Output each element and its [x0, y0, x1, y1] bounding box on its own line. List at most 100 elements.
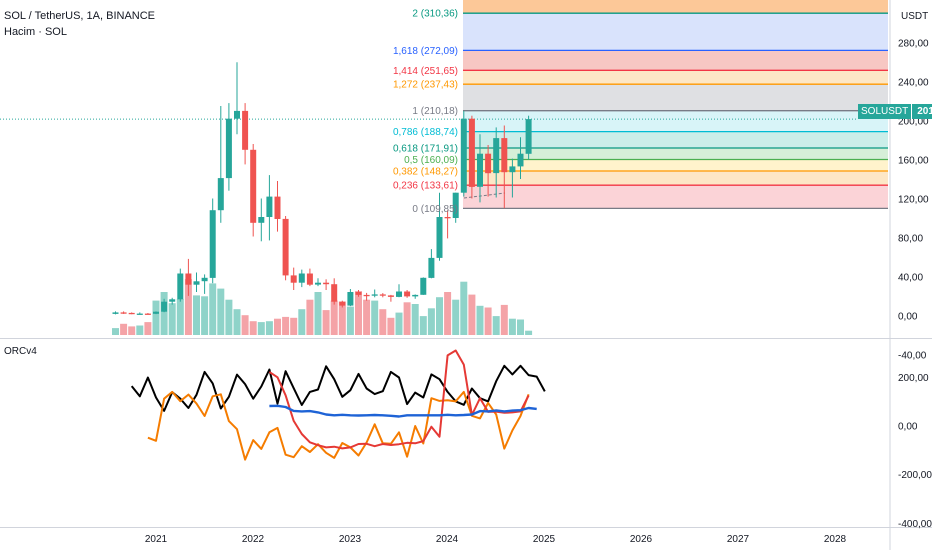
volume-bar — [403, 302, 411, 335]
fib-label-6: 1 (210,18) — [412, 106, 458, 117]
fib-label-8: 1,414 (251,65) — [393, 66, 458, 77]
volume-bar — [330, 300, 338, 335]
candle-body — [379, 294, 386, 296]
time-tick-label: 2028 — [824, 534, 847, 545]
volume-bar — [290, 317, 298, 335]
candle-body — [128, 312, 135, 315]
volume-bar — [468, 294, 476, 335]
symbol-title[interactable]: SOL / TetherUS, 1A, BINANCE — [4, 10, 156, 22]
candle — [331, 278, 338, 305]
volume-bar — [176, 298, 184, 335]
candle-body — [339, 301, 346, 306]
candle-body — [452, 192, 459, 218]
candle — [225, 103, 232, 191]
candle — [468, 115, 475, 199]
price-tick-label: 240,00 — [898, 78, 929, 89]
volume-bar — [508, 318, 516, 335]
candle-body — [468, 118, 475, 187]
volume-bar — [346, 306, 354, 335]
candle — [347, 289, 354, 307]
fibonacci-extension-tool[interactable] — [0, 0, 888, 210]
candle — [379, 293, 386, 298]
candle-body — [185, 273, 192, 285]
candle-body — [517, 153, 524, 167]
fib-zone-5 — [463, 110, 888, 132]
candle — [209, 198, 216, 284]
candle — [128, 312, 135, 315]
volume-legend[interactable]: Hacim · SOL — [4, 26, 67, 38]
candle — [452, 192, 459, 223]
candlestick-series[interactable] — [112, 62, 532, 315]
candle — [250, 144, 257, 237]
candle — [404, 290, 411, 298]
candle — [436, 192, 443, 261]
candle-body — [363, 294, 370, 297]
candle-body — [404, 291, 411, 297]
volume-bar — [436, 297, 443, 335]
candle-body — [485, 153, 492, 174]
candle — [485, 145, 492, 197]
candle-body — [501, 138, 508, 173]
candle-body — [144, 313, 151, 315]
candle-body — [234, 110, 240, 119]
candle-body — [217, 178, 224, 211]
volume-bar — [160, 292, 168, 335]
candle — [258, 198, 265, 242]
candle-body — [274, 196, 281, 219]
fib-zone-2 — [463, 159, 888, 171]
candle-body — [331, 284, 338, 302]
oscillator-line-3 — [269, 404, 537, 418]
fib-label-1: 0,236 (133,61) — [393, 181, 458, 192]
candle — [201, 274, 208, 294]
currency-label[interactable]: USDT — [901, 11, 929, 22]
volume-bar — [452, 299, 460, 335]
candle — [525, 115, 532, 160]
fib-zone-8 — [463, 50, 888, 71]
price-tick-label: 280,00 — [898, 39, 929, 50]
fib-label-3: 0,5 (160,09) — [404, 155, 458, 166]
candle-body — [493, 138, 500, 174]
candle-body — [250, 149, 257, 223]
candle-body — [371, 294, 378, 296]
volume-bar — [265, 321, 273, 335]
indicator-legend[interactable]: ORCv4 — [4, 346, 37, 357]
badge-price: 201,60 — [912, 104, 932, 119]
volume-bar — [395, 312, 403, 335]
orcv4-oscillator[interactable] — [130, 349, 546, 461]
candle-body — [315, 282, 321, 285]
candle — [161, 298, 168, 313]
candle-body — [525, 119, 532, 154]
candle-body — [509, 166, 516, 173]
candle — [298, 269, 305, 288]
volume-bar — [525, 330, 533, 335]
candle — [501, 125, 508, 209]
volume-bar — [306, 299, 314, 335]
volume-bar — [314, 292, 322, 335]
volume-bar — [387, 317, 395, 335]
candle-body — [153, 311, 159, 314]
time-tick-label: 2025 — [533, 534, 556, 545]
candle — [493, 127, 500, 198]
volume-bar — [209, 283, 217, 335]
oscillator-line-0 — [130, 364, 546, 412]
candle-body — [323, 282, 330, 285]
candle — [242, 103, 249, 165]
candle-body — [306, 273, 313, 285]
volume-bar — [136, 325, 144, 335]
price-tick-label: 160,00 — [898, 156, 929, 167]
candle — [371, 289, 378, 298]
volume-bar — [128, 326, 136, 335]
oscillator-tick-label: 0,00 — [898, 422, 918, 433]
volume-bar — [193, 295, 200, 335]
candle-body — [266, 196, 273, 217]
candle — [169, 297, 176, 305]
fib-label-9: 1,618 (272,09) — [393, 46, 458, 57]
candle-body — [177, 273, 184, 300]
price-tick-label: 80,00 — [898, 233, 923, 244]
price-tick-label: 120,00 — [898, 195, 929, 206]
price-tick-label: -40,00 — [898, 350, 927, 361]
candle-body — [444, 217, 451, 219]
candle — [120, 311, 127, 314]
